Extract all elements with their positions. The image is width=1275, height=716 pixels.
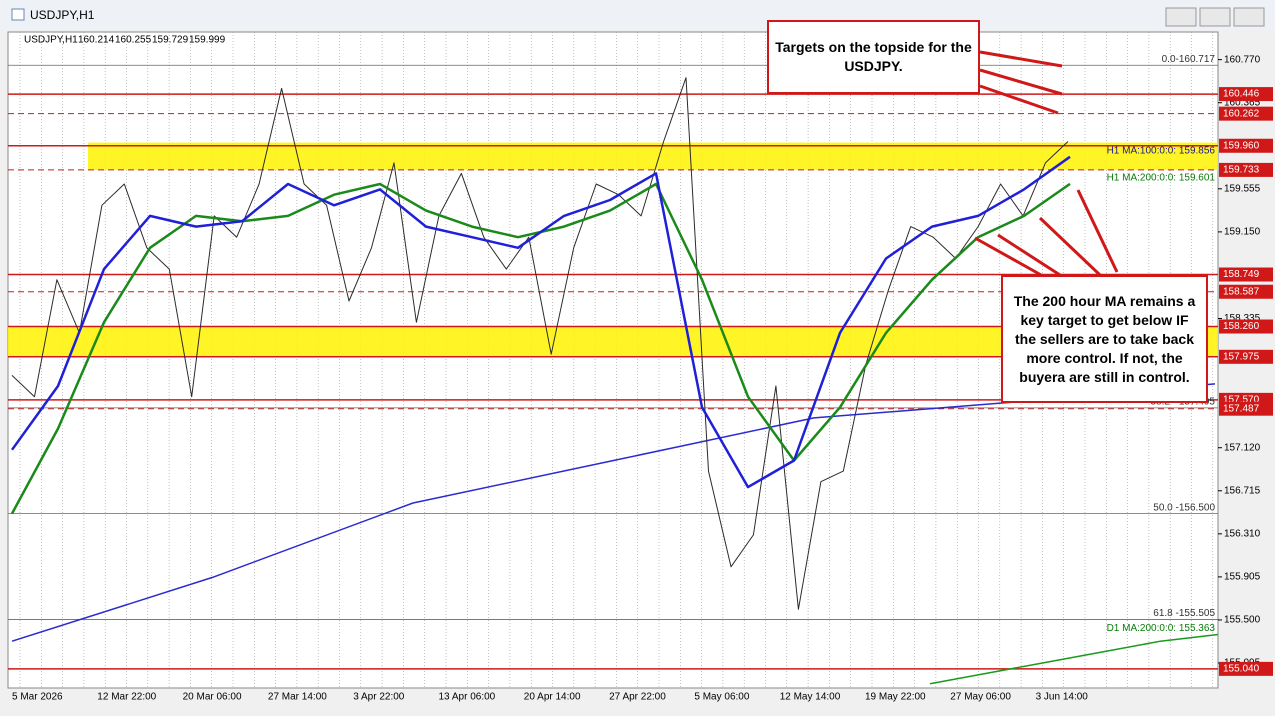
annotation: Targets on the topside for the USDJPY.	[767, 20, 980, 94]
ma-label: D1 MA:200:0:0: 155.363	[1107, 623, 1216, 634]
price-tick-label: 158.335	[1224, 313, 1261, 324]
level-badge	[1219, 401, 1273, 416]
header-symbol: USDJPY,H1	[24, 35, 78, 46]
arrow	[974, 236, 1051, 282]
price-line	[11, 77, 1069, 610]
level-badge	[1219, 349, 1273, 364]
close-button[interactable]	[1233, 7, 1265, 27]
time-label: 27 May 06:00	[950, 692, 1011, 703]
d1_ma200-line	[929, 633, 1219, 685]
time-label: 3 Apr 22:00	[353, 692, 405, 703]
window-icon	[11, 8, 25, 21]
price-tick-label: 155.905	[1224, 572, 1261, 583]
arrow	[1038, 216, 1102, 277]
fib-label: 50.0 -156.500	[1153, 502, 1215, 513]
price-tick-label: 156.715	[1224, 485, 1261, 496]
level-label: 160.262	[1223, 108, 1260, 119]
window-title: USDJPY,H1	[30, 8, 95, 22]
ma100-line	[10, 155, 1071, 489]
level-badge	[1219, 319, 1273, 334]
level-label: 159.960	[1223, 140, 1260, 151]
arrows	[974, 50, 1119, 282]
price-tick-label: 157.120	[1224, 442, 1261, 453]
time-label: 20 Mar 06:00	[183, 692, 242, 703]
header-low: 159.729	[152, 35, 189, 46]
time-label: 5 May 06:00	[694, 692, 749, 703]
level-badge	[1219, 162, 1273, 177]
level-badge	[1219, 106, 1273, 121]
level-badge	[1219, 267, 1273, 282]
ma-label: H1 MA:200:0:0: 159.601	[1107, 173, 1216, 184]
price-tick-label: 159.555	[1224, 183, 1261, 194]
minimize-button[interactable]	[1165, 7, 1197, 27]
price-tick-label: 159.150	[1224, 227, 1261, 238]
zone	[88, 142, 1218, 170]
price-tick-label: 160.770	[1224, 54, 1261, 65]
level-label: 160.446	[1223, 89, 1260, 100]
title-bar	[0, 0, 1275, 30]
level-badge	[1219, 661, 1273, 676]
annotation: The 200 hour MA remains a key target to …	[1001, 275, 1208, 403]
time-label: 20 Apr 14:00	[524, 692, 581, 703]
arrow	[979, 68, 1063, 96]
time-label: 3 Jun 14:00	[1036, 692, 1089, 703]
ma-label: H1 MA:100:0:0: 159.856	[1107, 145, 1216, 156]
level-label: 155.040	[1223, 664, 1260, 675]
arrow	[997, 233, 1061, 277]
price-tick-label: 155.500	[1224, 615, 1261, 626]
level-label: 157.570	[1223, 395, 1260, 406]
header-open: 160.214	[78, 35, 115, 46]
header-close: 159.999	[189, 35, 226, 46]
level-badge	[1219, 284, 1273, 299]
arrow	[1076, 189, 1119, 273]
level-label: 158.749	[1223, 269, 1260, 280]
header-high: 160.255	[115, 35, 152, 46]
time-label: 13 Apr 06:00	[439, 692, 496, 703]
level-label: 158.587	[1223, 286, 1260, 297]
price-tick-label: 156.310	[1224, 528, 1261, 539]
level-badge	[1219, 138, 1273, 153]
level-label: 159.733	[1223, 165, 1260, 176]
level-label: 157.975	[1223, 351, 1260, 362]
time-label: 12 May 14:00	[780, 692, 841, 703]
level-label: 157.487	[1223, 403, 1260, 414]
time-label: 19 May 22:00	[865, 692, 926, 703]
fib-label: 61.8 -155.505	[1153, 608, 1215, 619]
time-label: 5 Mar 2026	[12, 692, 63, 703]
arrow	[979, 84, 1059, 115]
time-label: 12 Mar 22:00	[97, 692, 156, 703]
time-label: 27 Mar 14:00	[268, 692, 327, 703]
level-badge	[1219, 87, 1273, 102]
fib-label: 0.0-160.717	[1162, 54, 1216, 65]
arrow	[979, 50, 1063, 68]
maximize-button[interactable]	[1199, 7, 1231, 27]
price-tick-label: 160.365	[1224, 97, 1261, 108]
time-label: 27 Apr 22:00	[609, 692, 666, 703]
level-label: 158.260	[1223, 321, 1260, 332]
